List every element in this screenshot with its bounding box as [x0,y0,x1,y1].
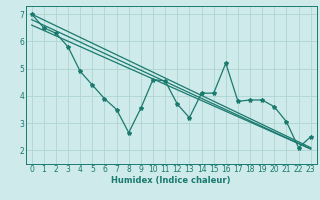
X-axis label: Humidex (Indice chaleur): Humidex (Indice chaleur) [111,176,231,185]
